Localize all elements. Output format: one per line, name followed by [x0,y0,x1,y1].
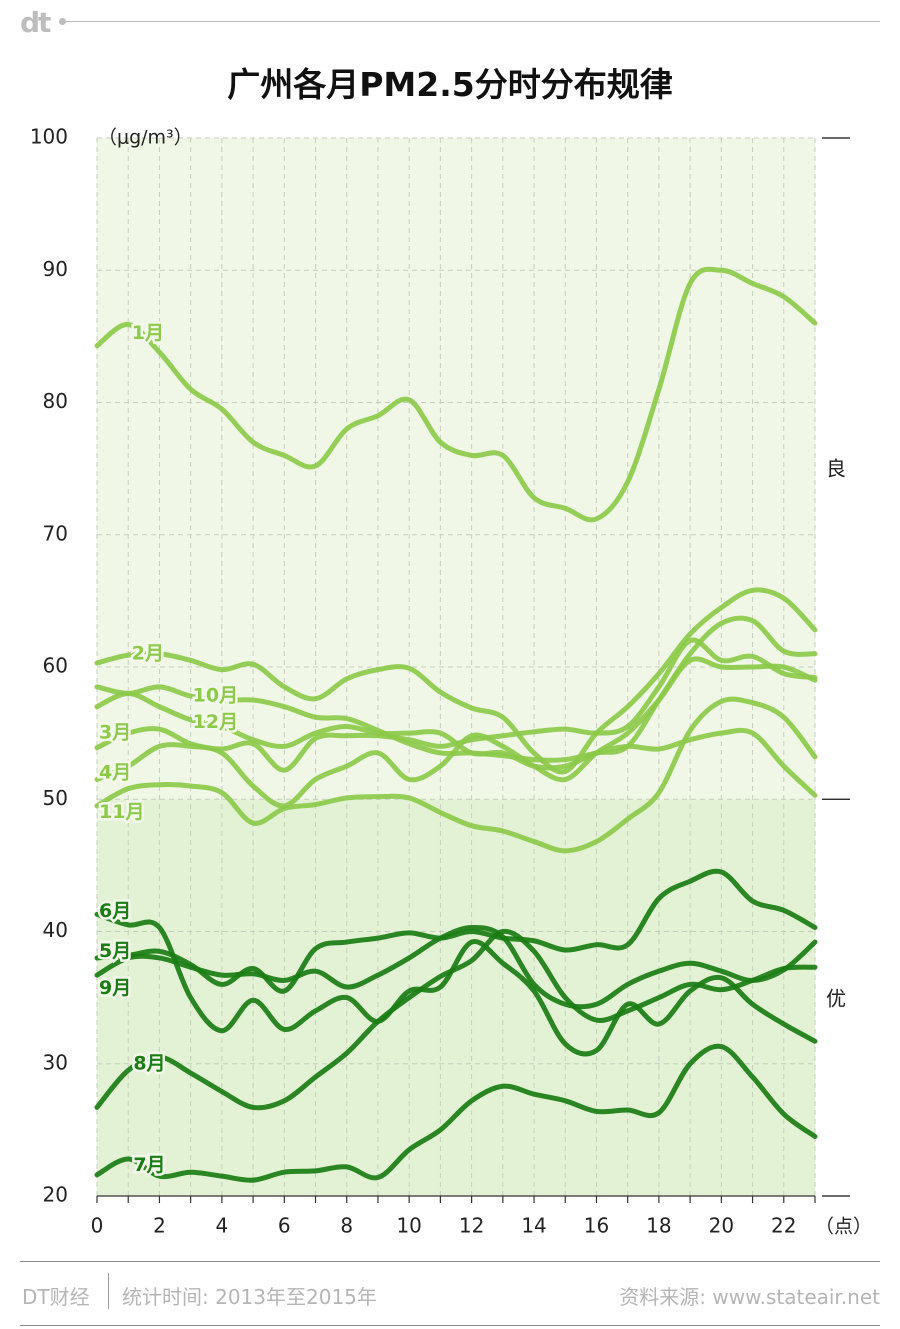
y-tick-label: 60 [43,654,68,678]
series-label-9: 5月 [99,940,131,962]
series-label-1: 1月 [132,322,164,344]
y-axis-unit: （μg/m³） [98,127,193,149]
x-tick-label: 8 [340,1214,353,1238]
band-0 [97,138,815,800]
series-label-5: 3月 [99,722,131,744]
y-tick-label: 70 [43,521,68,545]
y-tick-label: 40 [43,918,68,942]
x-tick-label: 16 [584,1214,609,1238]
series-label-8: 6月 [99,900,131,922]
series-line-8 [94,911,818,1057]
series-line-1 [94,266,818,523]
x-tick-label: 14 [521,1214,546,1238]
footer-separator [108,1273,109,1309]
x-tick-label: 12 [459,1214,484,1238]
y-tick-label: 30 [43,1050,68,1074]
series-label-11: 8月 [133,1052,165,1074]
series-label-2: 2月 [132,642,164,664]
x-tick-label: 10 [396,1214,421,1238]
x-axis-unit: （点） [815,1216,872,1238]
x-tick-label: 22 [771,1214,796,1238]
dt-logo: dt [20,6,51,39]
footer-source: 资料来源: www.stateair.net [619,1285,880,1309]
band-label-0: 良 [826,457,846,481]
x-tick-label: 4 [216,1214,229,1238]
pm25-chart: 良优 20 30 40 50 60 70 80 90 100 （μg/m³） 0 2 4 6 8 10 12 14 1… [30,125,872,1238]
y-tick-label: 20 [43,1183,68,1207]
series-label-4: 12月 [193,711,238,733]
header-rule [62,21,880,22]
band-1 [97,799,815,1196]
footer-period: 统计时间: 2013年至2015年 [122,1285,377,1309]
footer-top-rule [20,1261,880,1262]
series-line-9 [94,868,818,994]
chart-title: 广州各月PM2.5分时分布规律 [227,65,673,104]
y-tick-label: 50 [43,786,68,810]
series-label-6: 4月 [99,761,131,783]
x-tick-label: 0 [91,1214,104,1238]
footer-bottom-rule [20,1325,880,1326]
series-line-10 [94,924,818,1010]
band-label-1: 优 [826,987,846,1011]
x-tick-label: 6 [278,1214,291,1238]
series-line-7 [94,696,818,854]
y-tick-label: 90 [43,257,68,281]
series-label-3: 10月 [193,685,238,707]
y-tick-label: 100 [30,125,68,149]
series-line-2 [94,587,818,775]
series-label-12: 7月 [133,1154,165,1176]
series-line-11 [94,928,818,1111]
x-tick-label: 18 [646,1214,671,1238]
x-tick-label: 2 [153,1214,166,1238]
footer-brand: DT财经 [22,1285,90,1309]
x-tick-label: 20 [709,1214,734,1238]
series-label-10: 9月 [99,977,131,999]
y-tick-label: 80 [43,389,68,413]
series-label-7: 11月 [99,801,144,823]
series-line-12 [94,1043,818,1183]
series-line-6 [94,656,818,809]
